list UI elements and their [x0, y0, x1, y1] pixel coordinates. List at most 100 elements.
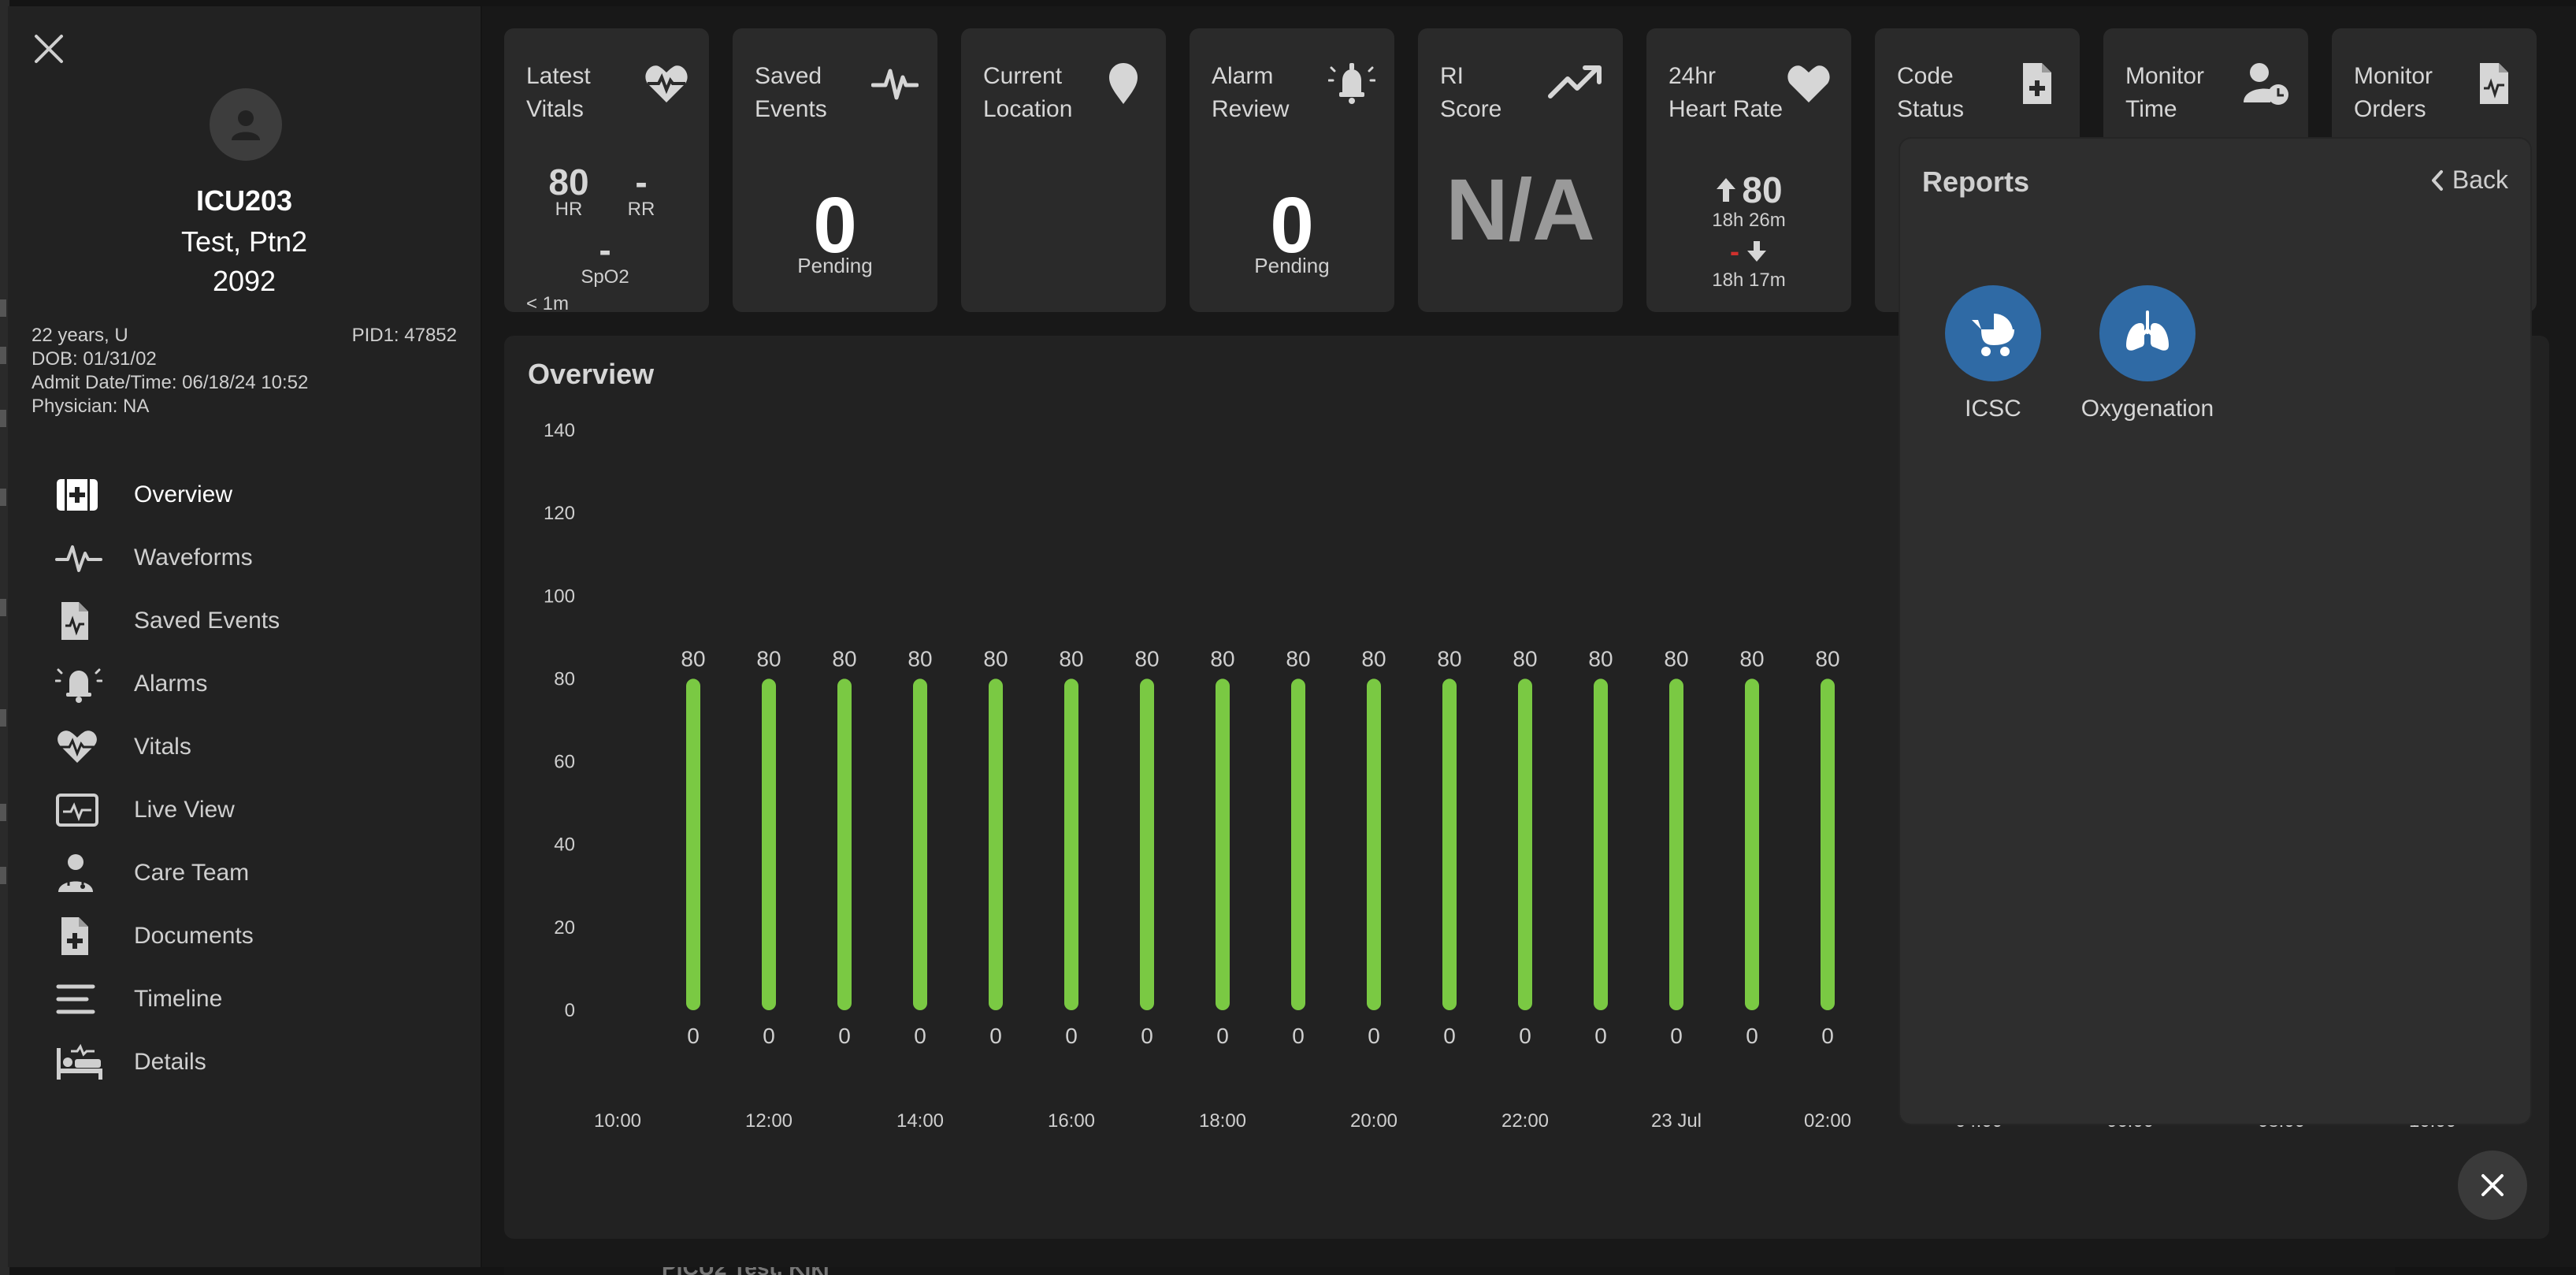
- bar-low-label: 0: [1292, 1024, 1305, 1048]
- bar-low-label: 0: [1216, 1024, 1229, 1048]
- close-overlay-button[interactable]: [2458, 1150, 2527, 1220]
- hr-max-time: 18h 26m: [1712, 210, 1786, 231]
- sidebar-item-label: Alarms: [134, 671, 208, 697]
- x-tick-label: 22:00: [1501, 1110, 1549, 1132]
- bar-low-label: 0: [687, 1024, 700, 1048]
- rr-label: RR: [627, 199, 655, 220]
- avatar: [210, 88, 282, 161]
- patient-name: Test, Ptn2: [180, 225, 308, 258]
- y-tick-label: 0: [565, 1000, 575, 1021]
- sidebar-item-label: Overview: [134, 481, 233, 507]
- sidebar-item-vitals[interactable]: Vitals: [55, 716, 280, 779]
- ri-score-card[interactable]: RI Score N/A: [1418, 28, 1623, 312]
- hr-max-value: 80: [1742, 169, 1783, 210]
- bar-high-label: 80: [1210, 646, 1234, 671]
- report-label: ICSC: [1965, 396, 2021, 422]
- y-tick-label: 140: [544, 420, 575, 441]
- sidebar-item-documents[interactable]: Documents: [55, 905, 280, 968]
- sidebar-item-label: Saved Events: [134, 608, 280, 634]
- close-icon: [35, 35, 63, 63]
- document-plus-icon: [2023, 63, 2051, 104]
- patient-pid: PID1: 47852: [351, 325, 457, 346]
- location-pin-icon: [1109, 63, 1138, 104]
- document-waveform-icon: [2480, 63, 2508, 104]
- overview-chart: 0 20 40 60 80 100 120 140 80 0 80 0 80 0 80 0 80 0 80 0 80 0 8…: [544, 420, 2456, 1132]
- waveform-icon: [871, 69, 919, 100]
- sidebar-item-details[interactable]: Details: [55, 1031, 280, 1094]
- saved-events-card[interactable]: Saved Events 0 Pending: [733, 28, 937, 312]
- chart-bar: [686, 678, 700, 1010]
- x-tick-label: 20:00: [1350, 1110, 1397, 1132]
- chart-bar: [1064, 678, 1078, 1010]
- hr-value: 80: [548, 162, 589, 203]
- lungs-icon: [2099, 285, 2196, 381]
- report-icsc-button[interactable]: ICSC: [1914, 285, 2072, 422]
- baby-carriage-icon: [1945, 285, 2041, 381]
- spo2-value: -: [599, 229, 611, 270]
- sidebar-item-label: Vitals: [134, 734, 191, 760]
- bar-high-label: 80: [1739, 646, 1764, 671]
- bar-low-label: 0: [1368, 1024, 1380, 1048]
- close-sidebar-button[interactable]: [30, 30, 68, 68]
- patient-admit: Admit Date/Time: 06/18/24 10:52: [32, 372, 309, 393]
- user-icon: [232, 110, 260, 140]
- chart-bar: [762, 678, 776, 1010]
- hr-max-row: 80: [1646, 169, 1851, 211]
- bar-low-label: 0: [1065, 1024, 1078, 1048]
- chart-bar: [1291, 678, 1305, 1010]
- card-title: Code Status: [1897, 63, 1965, 122]
- bar-high-label: 80: [1059, 646, 1083, 671]
- hr-min-row: -: [1646, 235, 1851, 268]
- bar-high-label: 80: [1664, 646, 1688, 671]
- current-location-card[interactable]: Current Location: [961, 28, 1166, 312]
- waveform-icon: [55, 536, 106, 580]
- bar-low-label: 0: [989, 1024, 1002, 1048]
- y-tick-label: 120: [544, 503, 575, 524]
- hr-label: HR: [555, 199, 583, 220]
- report-oxygenation-button[interactable]: Oxygenation: [2069, 285, 2226, 422]
- alarm-review-count: 0: [1270, 181, 1314, 269]
- chart-bar: [1518, 678, 1532, 1010]
- bell-icon: [55, 662, 106, 706]
- back-button[interactable]: Back: [2429, 165, 2508, 195]
- y-tick-label: 60: [554, 752, 575, 773]
- chevron-left-icon: [2431, 169, 2443, 191]
- card-title: Monitor Time: [2125, 63, 2205, 122]
- x-tick-label: 10:00: [594, 1110, 641, 1132]
- latest-vitals-card[interactable]: Latest Vitals 80 HR - RR - SpO2 < 1m: [504, 28, 709, 314]
- bar-high-label: 80: [756, 646, 781, 671]
- sidebar-item-label: Care Team: [134, 860, 250, 886]
- card-title: Current Location: [983, 63, 1073, 122]
- chart-bar: [837, 678, 852, 1010]
- sidebar-item-overview[interactable]: Overview: [55, 463, 280, 526]
- saved-events-icon: [55, 599, 106, 643]
- y-tick-label: 80: [554, 668, 575, 690]
- heart-rate-card[interactable]: 24hr Heart Rate 80 18h 26m - 18h 17m: [1646, 28, 1851, 312]
- alarm-review-card[interactable]: Alarm Review 0 Pending: [1190, 28, 1394, 312]
- sidebar-item-waveforms[interactable]: Waveforms: [55, 526, 280, 589]
- x-tick-label: 23 Jul: [1651, 1110, 1702, 1132]
- sidebar-item-live-view[interactable]: Live View: [55, 779, 280, 842]
- x-tick-label: 16:00: [1048, 1110, 1095, 1132]
- heart-pulse-icon: [55, 725, 106, 769]
- heart-pulse-icon: [645, 65, 688, 102]
- sidebar-item-timeline[interactable]: Timeline: [55, 968, 280, 1031]
- sidebar-item-care-team[interactable]: Care Team: [55, 842, 280, 905]
- patient-dob: DOB: 01/31/02: [32, 348, 157, 370]
- bar-low-label: 0: [838, 1024, 851, 1048]
- sidebar-item-saved-events[interactable]: Saved Events: [55, 589, 280, 652]
- overview-icon: [55, 473, 106, 517]
- reports-popover: Reports Back ICSC Oxygenation: [1900, 139, 2530, 1124]
- chart-bar: [1745, 678, 1759, 1010]
- bar-high-label: 80: [1361, 646, 1386, 671]
- chart-bar: [913, 678, 927, 1010]
- x-tick-label: 02:00: [1804, 1110, 1851, 1132]
- lines-icon: [55, 977, 106, 1021]
- ri-score-value: N/A: [1446, 162, 1595, 258]
- sidebar-item-alarms[interactable]: Alarms: [55, 652, 280, 716]
- monitor-icon: [55, 788, 106, 832]
- card-title: Monitor Orders: [2354, 63, 2433, 122]
- patient-age-sex: 22 years, U: [32, 325, 128, 346]
- bar-low-label: 0: [1670, 1024, 1683, 1048]
- x-tick-label: 12:00: [745, 1110, 792, 1132]
